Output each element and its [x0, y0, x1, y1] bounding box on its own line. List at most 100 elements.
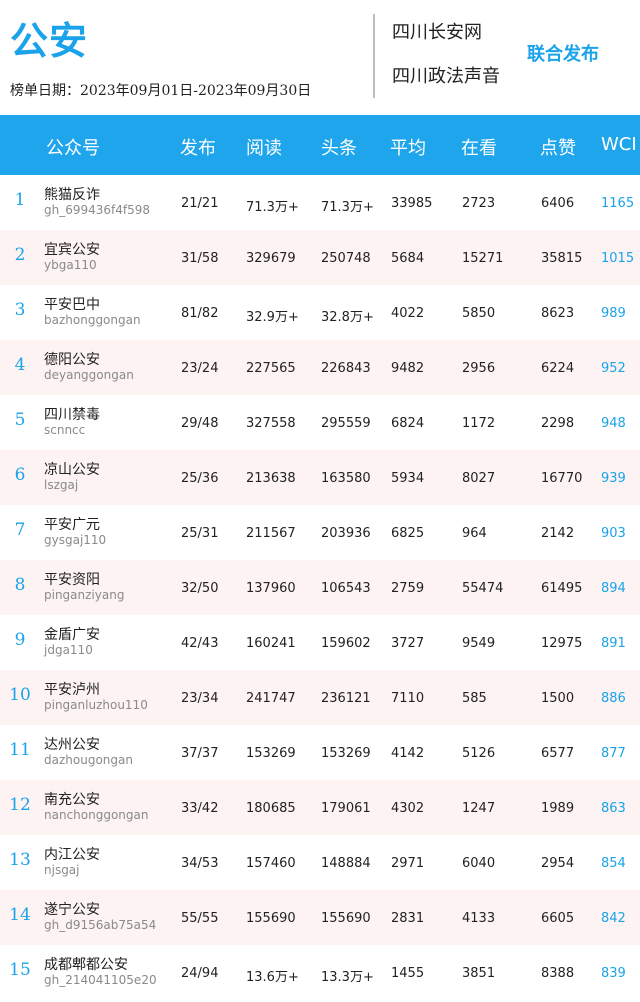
read-count: 13.6万+ — [246, 970, 299, 985]
read-count: 32.9万+ — [246, 310, 299, 325]
average-reads: 6825 — [391, 526, 425, 541]
table-row: 11 达州公安 dazhougongan 37/37 153269 153269 4142 5… — [0, 725, 640, 780]
account-id: gh_214041105e20 — [44, 973, 157, 987]
table-row: 1 熊猫反诈 gh_699436f4f598 21/21 71.3万+ 71.3万+ 339… — [0, 175, 640, 230]
headline-reads: 148884 — [321, 856, 371, 871]
publish-count: 23/24 — [181, 361, 219, 376]
like-count: 12975 — [541, 636, 583, 651]
table-row: 9 金盾广安 jdga110 42/43 160241 159602 3727 9549 129… — [0, 615, 640, 670]
account-id: gh_d9156ab75a54 — [44, 918, 157, 932]
like-count: 2298 — [541, 416, 575, 431]
rank-number: 11 — [9, 740, 31, 760]
headline-reads: 32.8万+ — [321, 310, 374, 325]
rank-number: 4 — [14, 355, 26, 375]
wci-score: 877 — [601, 746, 626, 761]
publisher-name-1: 四川长安网 — [392, 22, 482, 43]
wci-score: 939 — [601, 471, 626, 486]
watching-count: 15271 — [462, 251, 504, 266]
account-name: 金盾广安 — [44, 627, 100, 643]
wci-score: 886 — [601, 691, 626, 706]
wci-score: 1165 — [601, 196, 635, 211]
watching-count: 1172 — [462, 416, 496, 431]
table-row: 3 平安巴中 bazhonggongan 81/82 32.9万+ 32.8万+ 4022 5… — [0, 285, 640, 340]
read-count: 160241 — [246, 636, 296, 651]
watching-count: 4133 — [462, 911, 496, 926]
publish-count: 42/43 — [181, 636, 219, 651]
rank-number: 9 — [14, 630, 26, 650]
publish-count: 81/82 — [181, 306, 219, 321]
wci-score: 948 — [601, 416, 626, 431]
account-name: 成都郫都公安 — [44, 957, 128, 973]
table-row: 4 德阳公安 deyanggongan 23/24 227565 226843 9482 29… — [0, 340, 640, 395]
watching-count: 964 — [462, 526, 487, 541]
account-name: 熊猫反诈 — [44, 187, 100, 203]
account-name: 遂宁公安 — [44, 902, 100, 918]
rank-number: 8 — [14, 575, 26, 595]
table-row: 6 凉山公安 lszgaj 25/36 213638 163580 5934 8027 1677… — [0, 450, 640, 505]
average-reads: 2831 — [391, 911, 425, 926]
read-count: 213638 — [246, 471, 296, 486]
table-row: 14 遂宁公安 gh_d9156ab75a54 55/55 155690 155690 28… — [0, 890, 640, 945]
watching-count: 5850 — [462, 306, 496, 321]
publish-count: 31/58 — [181, 251, 219, 266]
table-row: 12 南充公安 nanchonggongan 33/42 180685 179061 430… — [0, 780, 640, 835]
watching-count: 8027 — [462, 471, 496, 486]
read-count: 153269 — [246, 746, 296, 761]
publish-count: 29/48 — [181, 416, 219, 431]
read-count: 329679 — [246, 251, 296, 266]
like-count: 61495 — [541, 581, 583, 596]
wci-score: 854 — [601, 856, 626, 871]
account-name: 凉山公安 — [44, 462, 100, 478]
read-count: 211567 — [246, 526, 296, 541]
account-id: pinganziyang — [44, 588, 125, 602]
account-name: 四川禁毒 — [44, 407, 100, 423]
account-id: deyanggongan — [44, 368, 134, 382]
rank-number: 1 — [14, 190, 26, 210]
like-count: 2954 — [541, 856, 575, 871]
rank-number: 12 — [9, 795, 31, 815]
wci-score: 1015 — [601, 251, 635, 266]
account-id: njsgaj — [44, 863, 80, 877]
publish-count: 55/55 — [181, 911, 219, 926]
account-name: 达州公安 — [44, 737, 100, 753]
account-id: jdga110 — [44, 643, 93, 657]
like-count: 2142 — [541, 526, 575, 541]
table-row: 2 宜宾公安 ybga110 31/58 329679 250748 5684 15271 35… — [0, 230, 640, 285]
read-count: 180685 — [246, 801, 296, 816]
headline-reads: 250748 — [321, 251, 371, 266]
like-count: 16770 — [541, 471, 583, 486]
column-header-headline: 头条 — [321, 138, 357, 159]
rank-number: 13 — [9, 850, 31, 870]
wci-score: 952 — [601, 361, 626, 376]
column-header-average: 平均 — [390, 138, 426, 159]
like-count: 35815 — [541, 251, 583, 266]
like-count: 6224 — [541, 361, 575, 376]
publish-count: 33/42 — [181, 801, 219, 816]
rank-number: 10 — [9, 685, 31, 705]
watching-count: 55474 — [462, 581, 504, 596]
rank-number: 7 — [14, 520, 26, 540]
account-id: dazhougongan — [44, 753, 133, 767]
like-count: 1989 — [541, 801, 575, 816]
headline-reads: 155690 — [321, 911, 371, 926]
like-count: 8388 — [541, 966, 575, 981]
average-reads: 33985 — [391, 196, 433, 211]
wci-score: 842 — [601, 911, 626, 926]
average-reads: 5684 — [391, 251, 425, 266]
account-id: scnncc — [44, 423, 86, 437]
average-reads: 4022 — [391, 306, 425, 321]
watching-count: 5126 — [462, 746, 496, 761]
table-row: 13 内江公安 njsgaj 34/53 157460 148884 2971 6040 295… — [0, 835, 640, 890]
publish-count: 34/53 — [181, 856, 219, 871]
publish-count: 37/37 — [181, 746, 219, 761]
account-id: gh_699436f4f598 — [44, 203, 151, 217]
publish-count: 25/31 — [181, 526, 219, 541]
account-id: gysgaj110 — [44, 533, 107, 547]
wci-score: 903 — [601, 526, 626, 541]
publish-count: 21/21 — [181, 196, 219, 211]
account-name: 平安泸州 — [44, 682, 100, 698]
average-reads: 4302 — [391, 801, 425, 816]
rank-number: 5 — [14, 410, 26, 430]
publish-count: 23/34 — [181, 691, 219, 706]
like-count: 6605 — [541, 911, 575, 926]
